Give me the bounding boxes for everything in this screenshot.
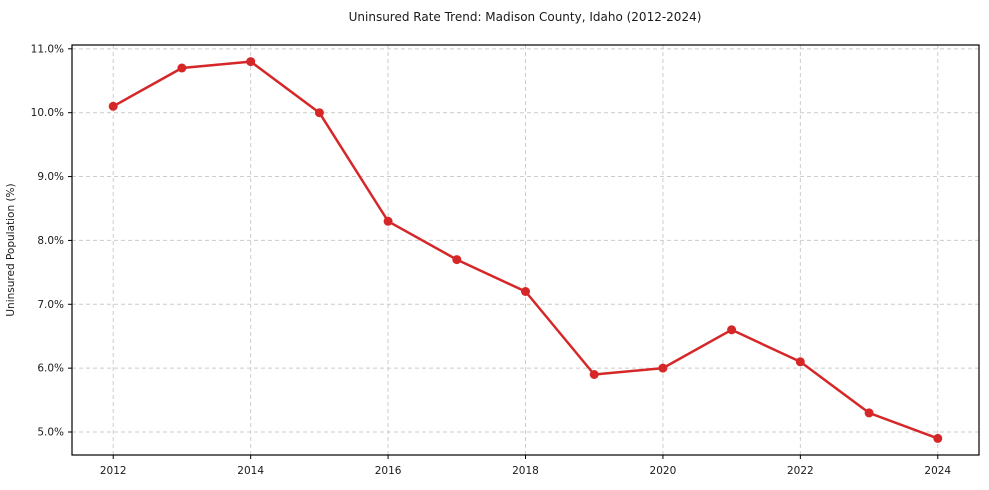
- data-point-2019: [589, 370, 599, 379]
- data-point-2017: [452, 255, 462, 265]
- data-point-2018: [521, 287, 530, 296]
- data-point-2012: [108, 101, 118, 111]
- data-point-2021: [727, 325, 737, 335]
- y-tick-label: 8.0%: [37, 235, 64, 247]
- x-tick-label: 2012: [100, 465, 127, 477]
- data-point-2013: [177, 63, 187, 73]
- data-point-2022: [795, 357, 805, 367]
- x-tick-label: 2018: [512, 465, 539, 477]
- data-series: [108, 57, 943, 443]
- chart-title: Uninsured Rate Trend: Madison County, Id…: [349, 10, 702, 24]
- x-tick-label: 2016: [375, 465, 402, 477]
- data-point-2015: [314, 108, 324, 118]
- data-point-2020: [658, 363, 668, 373]
- y-tick-label: 10.0%: [31, 107, 64, 119]
- y-tick-label: 11.0%: [31, 43, 64, 55]
- x-tick-label: 2014: [237, 465, 264, 477]
- data-point-2023: [864, 408, 874, 418]
- x-tick-label: 2022: [787, 465, 814, 477]
- y-tick-label: 5.0%: [37, 427, 64, 439]
- data-point-2024: [933, 433, 943, 443]
- axes: 5.0% 6.0% 7.0% 8.0% 9.0% 10.0% 11.0% 2012 2014 20…: [31, 43, 980, 477]
- y-axis-label: Uninsured Population (%): [5, 183, 17, 316]
- x-tick-label: 2024: [924, 465, 951, 477]
- y-tick-label: 7.0%: [37, 299, 64, 311]
- data-point-2016: [383, 216, 393, 226]
- x-tick-label: 2020: [650, 465, 677, 477]
- grid-lines: [72, 45, 979, 455]
- y-tick-label: 9.0%: [37, 171, 64, 183]
- y-tick-label: 6.0%: [37, 363, 64, 375]
- data-point-2014: [246, 57, 256, 67]
